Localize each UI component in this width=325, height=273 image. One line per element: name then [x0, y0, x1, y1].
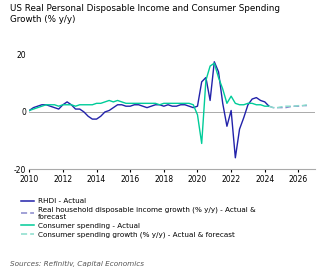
Text: Sources: Refinitiv, Capital Economics: Sources: Refinitiv, Capital Economics — [10, 261, 144, 267]
Text: US Real Personal Disposable Income and Consumer Spending
Growth (% y/y): US Real Personal Disposable Income and C… — [10, 4, 280, 24]
Legend: RHDI - Actual, Real household disposable income growth (% y/y) - Actual &
foreca: RHDI - Actual, Real household disposable… — [21, 198, 256, 238]
